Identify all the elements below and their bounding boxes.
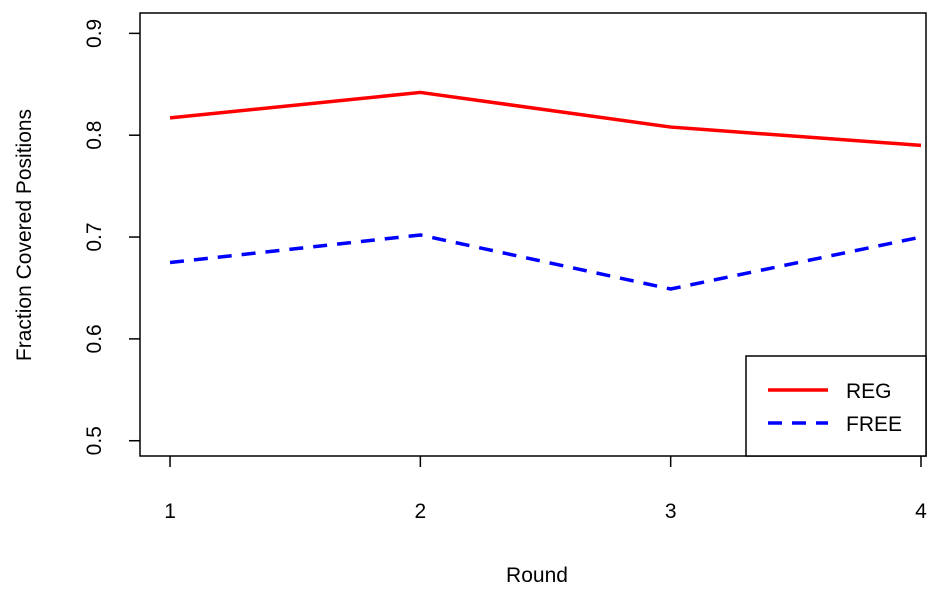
legend-box bbox=[745, 355, 927, 457]
y-axis: 0.5 0.6 0.7 0.8 0.9 bbox=[83, 19, 140, 455]
legend-label-free: FREE bbox=[846, 413, 902, 436]
x-tick-label: 4 bbox=[915, 500, 927, 523]
series-line-reg bbox=[169, 90, 922, 148]
y-tick-label: 0.7 bbox=[83, 222, 106, 251]
x-tick-label: 1 bbox=[164, 500, 176, 523]
series-layer bbox=[169, 90, 922, 291]
y-tick-label: 0.9 bbox=[83, 19, 106, 48]
x-tick-label: 2 bbox=[415, 500, 427, 523]
x-axis: 1 2 3 4 bbox=[164, 456, 927, 523]
y-axis-title: Fraction Covered Positions bbox=[13, 109, 36, 361]
x-tick-label: 3 bbox=[665, 500, 677, 523]
plot-frame bbox=[139, 12, 927, 457]
legend-label-reg: REG bbox=[846, 380, 892, 403]
y-tick-label: 0.5 bbox=[83, 426, 106, 455]
x-axis-title: Round bbox=[506, 564, 568, 587]
series-line-free bbox=[169, 233, 922, 291]
y-tick-label: 0.6 bbox=[83, 324, 106, 353]
legend: REG FREE bbox=[745, 355, 927, 457]
y-tick-label: 0.8 bbox=[83, 121, 106, 150]
